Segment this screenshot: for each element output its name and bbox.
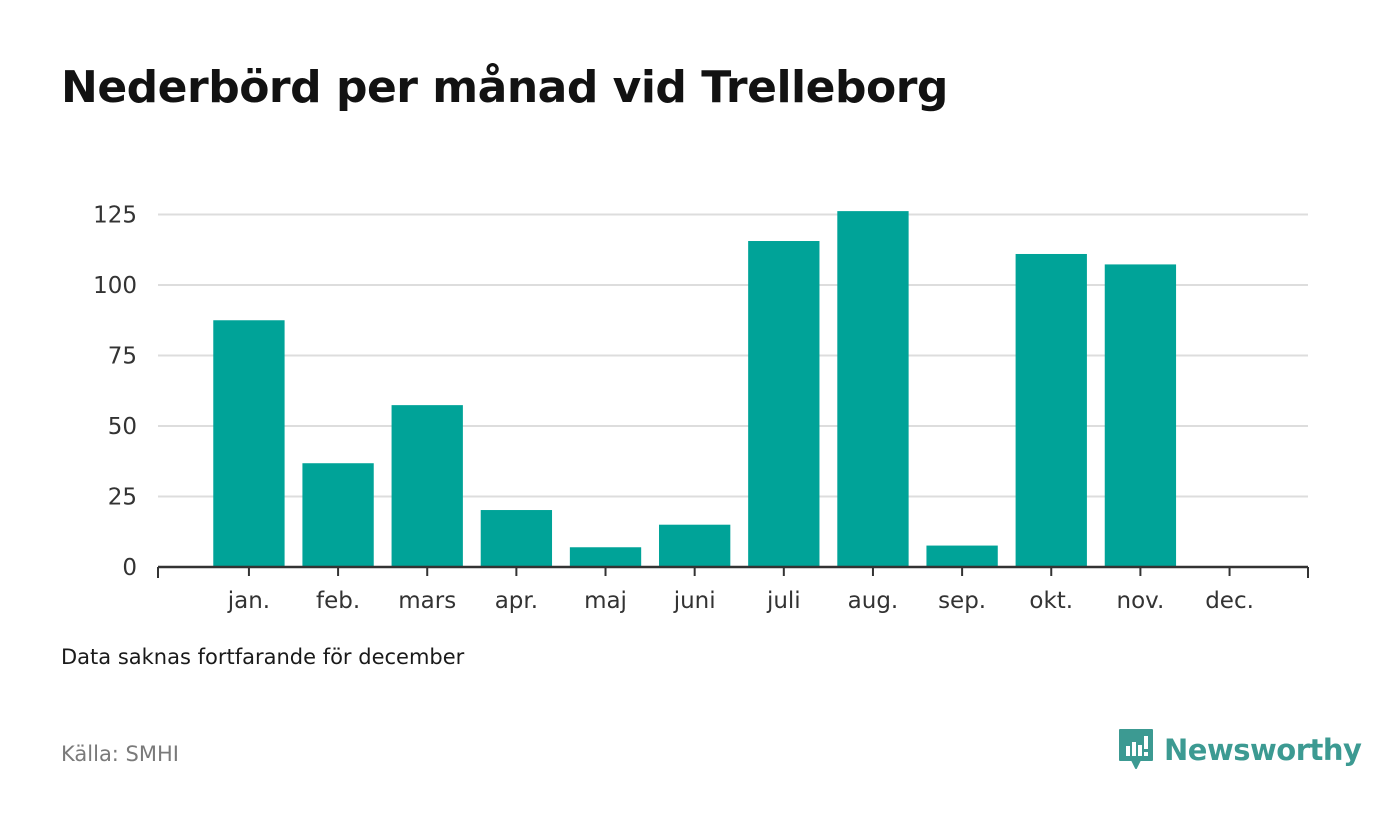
x-tick-label: juni: [673, 588, 716, 614]
bar: [480, 510, 553, 567]
x-tick-label: okt.: [1029, 588, 1073, 614]
x-tick-label: maj: [584, 588, 627, 614]
x-tick-label: nov.: [1117, 588, 1165, 614]
brand-name: Newsworthy: [1164, 733, 1362, 767]
bar: [213, 320, 285, 567]
x-tick-label: mars: [398, 588, 456, 614]
chart-title: Nederbörd per månad vid Trelleborg: [61, 62, 948, 113]
bars: [213, 211, 1177, 568]
y-tick-label: 25: [108, 485, 137, 511]
y-tick-label: 125: [93, 203, 137, 229]
bar: [569, 547, 642, 567]
bar: [926, 545, 998, 567]
bar: [391, 405, 463, 567]
source-label: Källa: SMHI: [61, 742, 179, 766]
x-axis: [157, 565, 1309, 578]
y-tick-label: 0: [122, 555, 137, 581]
y-tick-label: 50: [108, 414, 137, 440]
bar: [659, 524, 731, 567]
x-tick-label: apr.: [495, 588, 538, 614]
x-tick-label: juli: [766, 588, 801, 614]
y-tick-labels: 0 25 50 75 100 125: [93, 203, 137, 582]
newsworthy-logo[interactable]: Newsworthy: [1118, 728, 1362, 772]
chart-note: Data saknas fortfarande för december: [61, 645, 465, 669]
x-tick-labels: jan. feb. mars apr. maj juni juli aug. sep. okt. n…: [227, 588, 1254, 614]
y-tick-label: 75: [108, 344, 137, 370]
bar: [302, 463, 374, 567]
x-tick-label: jan.: [227, 588, 270, 614]
x-tick-label: feb.: [316, 588, 360, 614]
bar: [1104, 264, 1177, 567]
bar: [1015, 253, 1087, 568]
newsworthy-logo-icon: [1119, 729, 1153, 769]
x-tick-label: aug.: [848, 588, 899, 614]
x-tick-label: sep.: [938, 588, 986, 614]
y-tick-label: 100: [93, 273, 137, 299]
x-tick-label: dec.: [1205, 588, 1254, 614]
bar: [837, 211, 909, 567]
bar: [748, 241, 820, 567]
